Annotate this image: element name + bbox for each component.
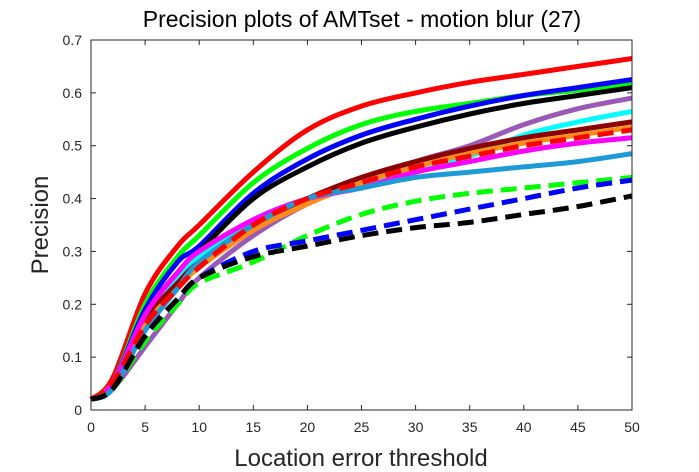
y-tick-label: 0.7 <box>63 32 83 48</box>
y-tick-label: 0 <box>74 402 82 418</box>
series-line-12 <box>89 174 633 402</box>
x-tick-label: 40 <box>516 419 532 435</box>
series-line-11 <box>89 127 633 402</box>
x-tick-label: 15 <box>246 419 262 435</box>
series-layer <box>89 56 633 402</box>
y-tick-label: 0.6 <box>63 85 83 101</box>
y-tick-label: 0.1 <box>63 349 83 365</box>
plot-area <box>91 40 632 410</box>
series-line-14 <box>89 193 633 402</box>
y-tick-label: 0.3 <box>63 243 83 259</box>
series-line-1 <box>89 56 633 402</box>
x-tick-label: 35 <box>462 419 478 435</box>
y-tick-label: 0.4 <box>63 191 83 207</box>
x-axis-label: Location error threshold <box>234 445 487 472</box>
y-tick-label: 0.2 <box>63 296 83 312</box>
y-axis-label: Precision <box>27 176 54 275</box>
x-tick-label: 50 <box>624 419 640 435</box>
series-line-3 <box>89 77 633 402</box>
x-tick-label: 20 <box>300 419 316 435</box>
x-tick-label: 10 <box>191 419 207 435</box>
series-line-8 <box>89 124 633 402</box>
x-tick-label: 45 <box>570 419 586 435</box>
x-tick-label: 25 <box>354 419 370 435</box>
x-tick-label: 30 <box>408 419 424 435</box>
x-tick-label: 0 <box>87 419 95 435</box>
chart-title: Precision plots of AMTset - motion blur … <box>143 6 581 32</box>
x-tick-label: 5 <box>141 419 149 435</box>
ticks-layer: 0 5 10 15 20 25 30 35 40 45 50 0 0.1 0.2 0.3 0.4 0.5 0.6 0… <box>63 32 640 435</box>
y-tick-label: 0.5 <box>63 138 83 154</box>
